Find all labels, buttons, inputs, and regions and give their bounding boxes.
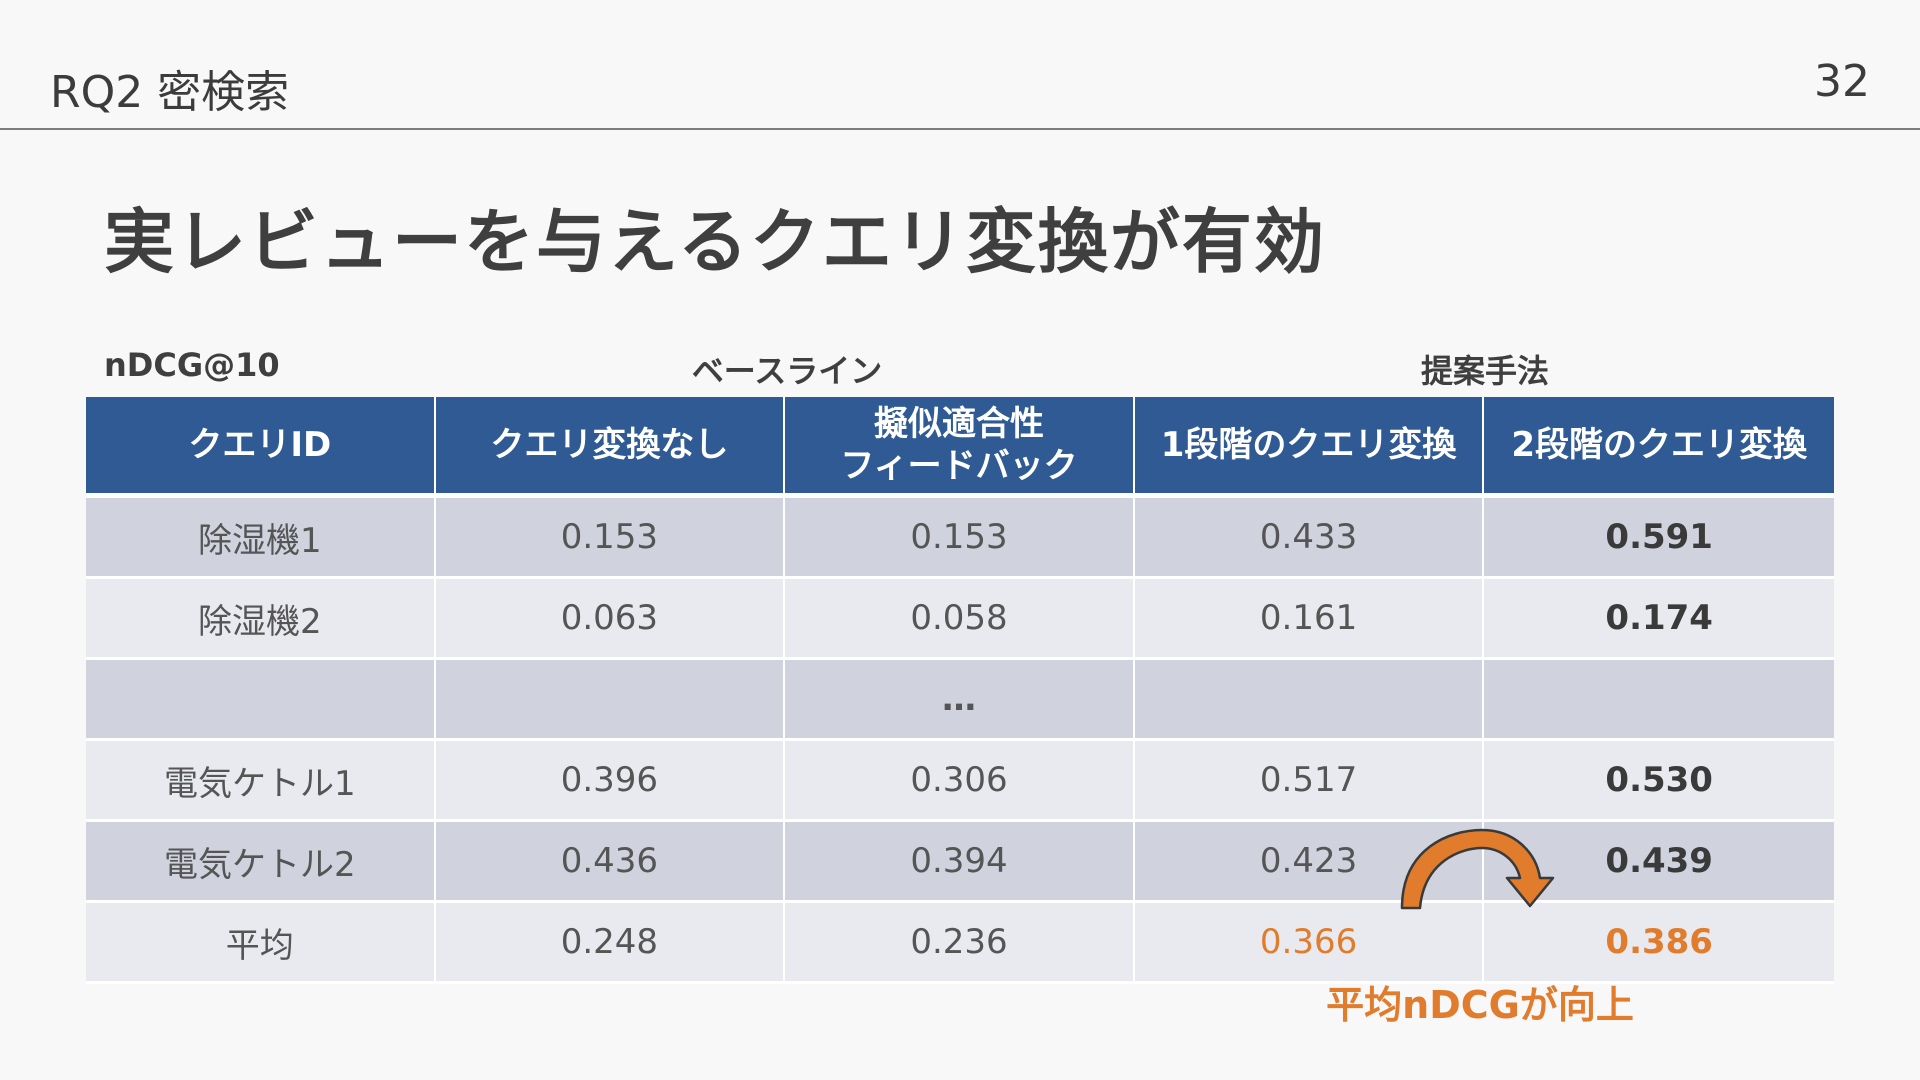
table-header-row: クエリID クエリ変換なし 擬似適合性 フィードバック 1段階のクエリ変換 2段… <box>86 397 1834 498</box>
metric-label: nDCG@10 <box>104 346 280 384</box>
cell-query-id: 平均 <box>86 903 436 984</box>
header-divider <box>0 128 1920 130</box>
table-row: 電気ケトル1 0.396 0.306 0.517 0.530 <box>86 741 1834 822</box>
cell-value: 0.236 <box>785 903 1135 984</box>
cell-empty <box>435 660 786 741</box>
slide-title: 実レビューを与えるクエリ変換が有効 <box>104 201 1326 283</box>
cell-value-best: 0.530 <box>1484 741 1834 822</box>
cell-value: 0.153 <box>785 498 1135 579</box>
cell-empty <box>1484 660 1834 741</box>
table-row: 除湿機2 0.063 0.058 0.161 0.174 <box>86 579 1834 660</box>
cell-query-id: 除湿機1 <box>86 498 436 579</box>
cell-value-best: 0.439 <box>1484 822 1834 903</box>
table-row: 電気ケトル2 0.436 0.394 0.423 0.439 <box>86 822 1834 903</box>
cell-value-best: 0.591 <box>1484 498 1834 579</box>
cell-value: 0.433 <box>1134 498 1485 579</box>
cell-query-id: 電気ケトル2 <box>86 822 436 903</box>
improvement-callout: 平均nDCGが向上 <box>1326 983 1634 1027</box>
group-label-proposed: 提案手法 <box>1420 352 1549 390</box>
cell-value: 0.436 <box>435 822 786 903</box>
table-row-ellipsis: … <box>86 660 1834 741</box>
cell-ellipsis: … <box>785 660 1135 741</box>
cell-value: 0.153 <box>435 498 786 579</box>
cell-empty <box>1134 660 1485 741</box>
group-label-baseline: ベースライン <box>691 352 883 390</box>
cell-value: 0.248 <box>435 903 786 984</box>
cell-value: 0.058 <box>785 579 1135 660</box>
cell-value: 0.306 <box>785 741 1135 822</box>
cell-value: 0.517 <box>1134 741 1485 822</box>
cell-value-best-highlight: 0.386 <box>1484 903 1834 984</box>
column-header-query-id: クエリID <box>86 397 436 498</box>
column-header-one-stage: 1段階のクエリ変換 <box>1134 397 1485 498</box>
cell-query-id: 除湿機2 <box>86 579 436 660</box>
cell-value: 0.161 <box>1134 579 1485 660</box>
page-number: 32 <box>1814 56 1870 107</box>
results-table: クエリID クエリ変換なし 擬似適合性 フィードバック 1段階のクエリ変換 2段… <box>86 397 1834 984</box>
cell-value: 0.063 <box>435 579 786 660</box>
cell-value: 0.396 <box>435 741 786 822</box>
table-row-average: 平均 0.248 0.236 0.366 0.386 <box>86 903 1834 984</box>
cell-value-best: 0.174 <box>1484 579 1834 660</box>
cell-empty <box>86 660 436 741</box>
section-header: RQ2 密検索 <box>50 67 290 118</box>
column-header-prf: 擬似適合性 フィードバック <box>785 397 1135 498</box>
cell-query-id: 電気ケトル1 <box>86 741 436 822</box>
column-header-two-stage: 2段階のクエリ変換 <box>1484 397 1834 498</box>
cell-value-highlight: 0.366 <box>1134 903 1485 984</box>
table-row: 除湿機1 0.153 0.153 0.433 0.591 <box>86 498 1834 579</box>
cell-value: 0.394 <box>785 822 1135 903</box>
curved-arrow-icon <box>1400 828 1555 910</box>
column-header-no-transform: クエリ変換なし <box>435 397 786 498</box>
